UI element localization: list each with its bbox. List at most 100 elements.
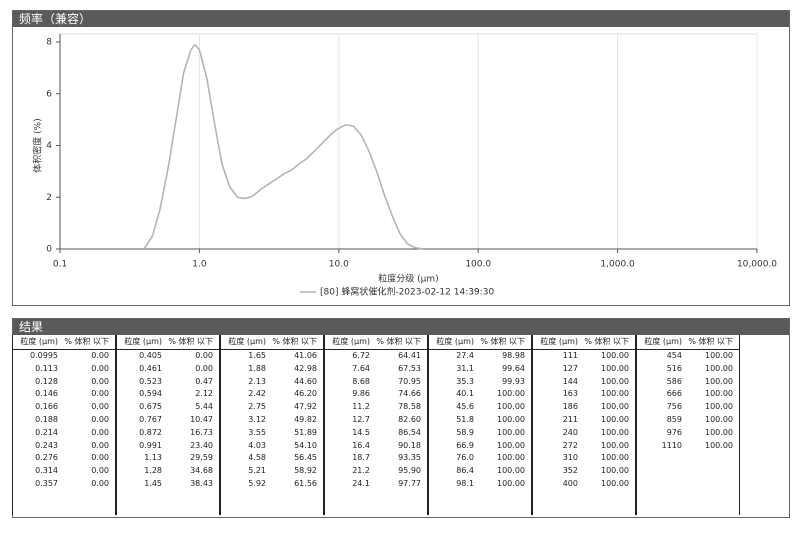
cell: 47.92: [294, 402, 317, 412]
cell: 0.166: [35, 402, 58, 412]
column-header: 粒度 (μm): [124, 337, 162, 346]
cell: 93.35: [398, 453, 421, 463]
cell: 100.00: [601, 466, 629, 476]
result-group: 粒度 (μm) % 体积 以下 27.4 98.98 31.1 99.64 35.3 99.9…: [428, 335, 532, 515]
data-row: 0.767 10.47: [117, 414, 219, 427]
cell: 1.28: [144, 466, 162, 476]
x-tick-label: 1.0: [192, 260, 207, 270]
column-header: % 体积 以下: [168, 337, 213, 346]
cell: 163: [562, 389, 578, 399]
cell: 7.64: [352, 363, 370, 373]
cell: 2.42: [248, 389, 266, 399]
data-row: 9.86 74.66: [325, 388, 427, 401]
cell: 0.188: [35, 414, 58, 424]
cell: 100.00: [497, 402, 525, 412]
data-row: 6.72 64.41: [325, 350, 427, 363]
result-group: 粒度 (μm) % 体积 以下 1.65 41.06 1.88 42.98 2.13 44.6…: [220, 335, 324, 515]
data-row: 45.6 100.00: [429, 401, 531, 414]
data-row: 144 100.00: [533, 376, 635, 389]
cell: 99.93: [502, 376, 525, 386]
cell: 14.5: [352, 427, 370, 437]
data-row: 666 100.00: [637, 388, 739, 401]
cell: 21.2: [352, 466, 370, 476]
data-row: 76.0 100.00: [429, 452, 531, 465]
results-table: 粒度 (μm)% 体积 以下 0.0995 0.00 0.113 0.00 0.128 0.…: [12, 335, 790, 515]
x-axis-label: 粒度分级 (μm): [378, 273, 438, 285]
data-row: 24.1 97.77: [325, 478, 427, 491]
data-row: 7.64 67.53: [325, 363, 427, 376]
chart-panel: 频率（兼容）: [12, 10, 790, 306]
y-tick-label: 4: [46, 141, 52, 151]
cell: 74.66: [398, 389, 421, 399]
plot-area: [59, 33, 758, 250]
cell: 0.357: [35, 478, 58, 488]
cell: 95.90: [398, 466, 421, 476]
column-header: 粒度 (μm): [20, 337, 58, 346]
cell: 44.60: [294, 376, 317, 386]
y-tick-label: 6: [46, 89, 52, 99]
cell: 1.88: [248, 363, 266, 373]
cell: 18.7: [352, 453, 370, 463]
cell: 100.00: [705, 427, 733, 437]
data-row: 310 100.00: [533, 452, 635, 465]
cell: 67.53: [398, 363, 421, 373]
data-row: 0.113 0.00: [13, 363, 115, 376]
cell: 0.276: [35, 453, 58, 463]
series-line: [143, 43, 424, 250]
result-group: 粒度 (μm) % 体积 以下 111 100.00 127 100.00 144 100.0…: [532, 335, 636, 515]
data-row: 0.675 5.44: [117, 401, 219, 414]
data-row: 4.03 54.10: [221, 440, 323, 453]
column-header: % 体积 以下: [480, 337, 525, 346]
data-row: 51.8 100.00: [429, 414, 531, 427]
cell: 2.12: [195, 389, 213, 399]
cell: 0.113: [35, 363, 58, 373]
cell: 90.18: [398, 440, 421, 450]
data-row: 2.42 46.20: [221, 388, 323, 401]
cell: 0.0995: [30, 351, 58, 360]
cell: 0.00: [91, 453, 109, 463]
cell: 100.00: [705, 414, 733, 424]
results-panel: 结果: [12, 318, 790, 518]
data-row: 127 100.00: [533, 363, 635, 376]
cell: 100.00: [705, 376, 733, 386]
cell: 0.00: [91, 389, 109, 399]
data-row: 5.92 61.56: [221, 478, 323, 491]
cell: 100.00: [705, 363, 733, 373]
x-tick-label: 1,000.0: [600, 260, 635, 270]
cell: 46.20: [294, 389, 317, 399]
header-row: 粒度 (μm) % 体积 以下: [221, 335, 323, 350]
data-row: 111 100.00: [533, 350, 635, 363]
cell: 98.1: [456, 478, 474, 488]
data-row: 3.55 51.89: [221, 427, 323, 440]
cell: 100.00: [705, 389, 733, 399]
header-row: 粒度 (μm) % 体积 以下: [325, 335, 427, 350]
cell: 10.47: [190, 414, 213, 424]
cell: 100.00: [601, 453, 629, 463]
results-title: 结果: [13, 319, 789, 335]
cell: 100.00: [497, 466, 525, 476]
header-row: 粒度 (μm) % 体积 以下: [429, 335, 531, 350]
cell: 144: [562, 376, 578, 386]
data-row: 756 100.00: [637, 401, 739, 414]
column-header: 粒度 (μm): [228, 337, 266, 346]
data-row: 352 100.00: [533, 465, 635, 478]
cell: 1.65: [248, 351, 266, 360]
header-row: 粒度 (μm) % 体积 以下: [533, 335, 635, 350]
cell: 38.43: [190, 478, 213, 488]
cell: 0.00: [91, 440, 109, 450]
cell: 272: [562, 440, 578, 450]
cell: 100.00: [601, 376, 629, 386]
data-row: 31.1 99.64: [429, 363, 531, 376]
cell: 64.41: [398, 351, 421, 360]
cell: 352: [562, 466, 578, 476]
cell: 100.00: [705, 402, 733, 412]
data-row: 0.991 23.40: [117, 440, 219, 453]
cell: 12.7: [352, 414, 370, 424]
y-axis-label: 体积密度 (%): [32, 118, 44, 172]
cell: 0.47: [195, 376, 213, 386]
cell: 100.00: [497, 427, 525, 437]
cell: 100.00: [705, 440, 733, 450]
cell: 100.00: [601, 402, 629, 412]
data-row: 27.4 98.98: [429, 350, 531, 363]
